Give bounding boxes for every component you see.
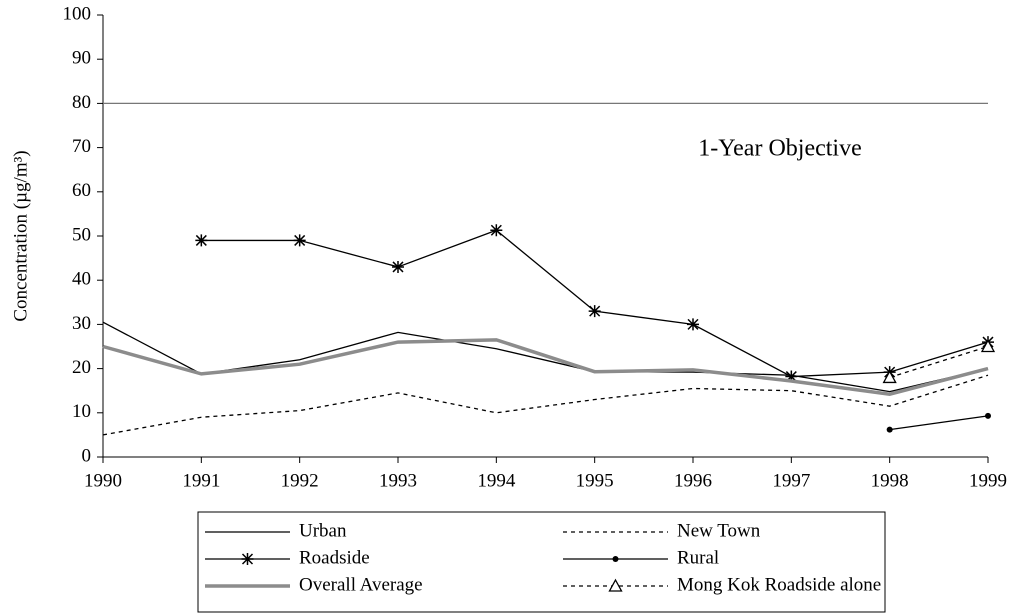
x-tick-label: 1998: [871, 470, 909, 491]
legend-marker: [241, 553, 254, 565]
series-line: [889, 345, 989, 379]
y-tick-label: 30: [72, 313, 91, 334]
data-point: [293, 234, 306, 247]
x-tick-label: 1999: [969, 470, 1007, 491]
legend-label: Mong Kok Roadside alone: [677, 574, 881, 595]
series-line: [102, 321, 989, 393]
data-point: [886, 426, 893, 433]
series-line: [102, 338, 989, 397]
y-tick-label: 10: [72, 401, 91, 422]
series-line: [889, 415, 989, 431]
y-tick-label: 50: [72, 224, 91, 245]
y-tick-label: 60: [72, 180, 91, 201]
y-tick-label: 0: [82, 445, 92, 466]
legend-box: [197, 511, 886, 613]
legend-label: Roadside: [299, 547, 370, 568]
legend-label: Rural: [677, 547, 719, 568]
y-tick-label: 90: [72, 48, 91, 69]
objective-label: 1-Year Objective: [698, 136, 862, 162]
x-tick-label: 1996: [674, 470, 712, 491]
x-tick-label: 1994: [477, 470, 516, 491]
data-point: [980, 339, 996, 353]
legend-label: Urban: [299, 520, 347, 541]
y-axis-label: Concentration (µg/m³): [10, 150, 31, 321]
data-point: [785, 370, 798, 383]
legend-label: New Town: [677, 520, 761, 541]
data-point: [588, 305, 601, 318]
data-point: [985, 412, 991, 419]
legend-label: Overall Average: [299, 574, 423, 595]
legend-marker: [608, 578, 623, 592]
y-tick-label: 80: [72, 92, 91, 113]
data-point: [195, 234, 208, 247]
y-tick-label: 40: [72, 269, 91, 290]
legend-marker: [612, 556, 619, 562]
x-tick-label: 1997: [772, 470, 810, 491]
y-tick-label: 70: [72, 136, 91, 157]
data-point: [882, 370, 897, 384]
x-tick-label: 1993: [379, 470, 417, 491]
x-tick-label: 1991: [182, 470, 220, 491]
data-point: [490, 224, 503, 237]
data-point: [687, 318, 699, 331]
x-tick-label: 1995: [576, 470, 614, 491]
data-point: [392, 260, 404, 273]
x-tick-label: 1990: [84, 470, 122, 491]
x-tick-label: 1992: [281, 470, 319, 491]
y-tick-label: 100: [63, 3, 92, 24]
y-tick-label: 20: [72, 357, 91, 378]
series-line: [102, 374, 989, 436]
